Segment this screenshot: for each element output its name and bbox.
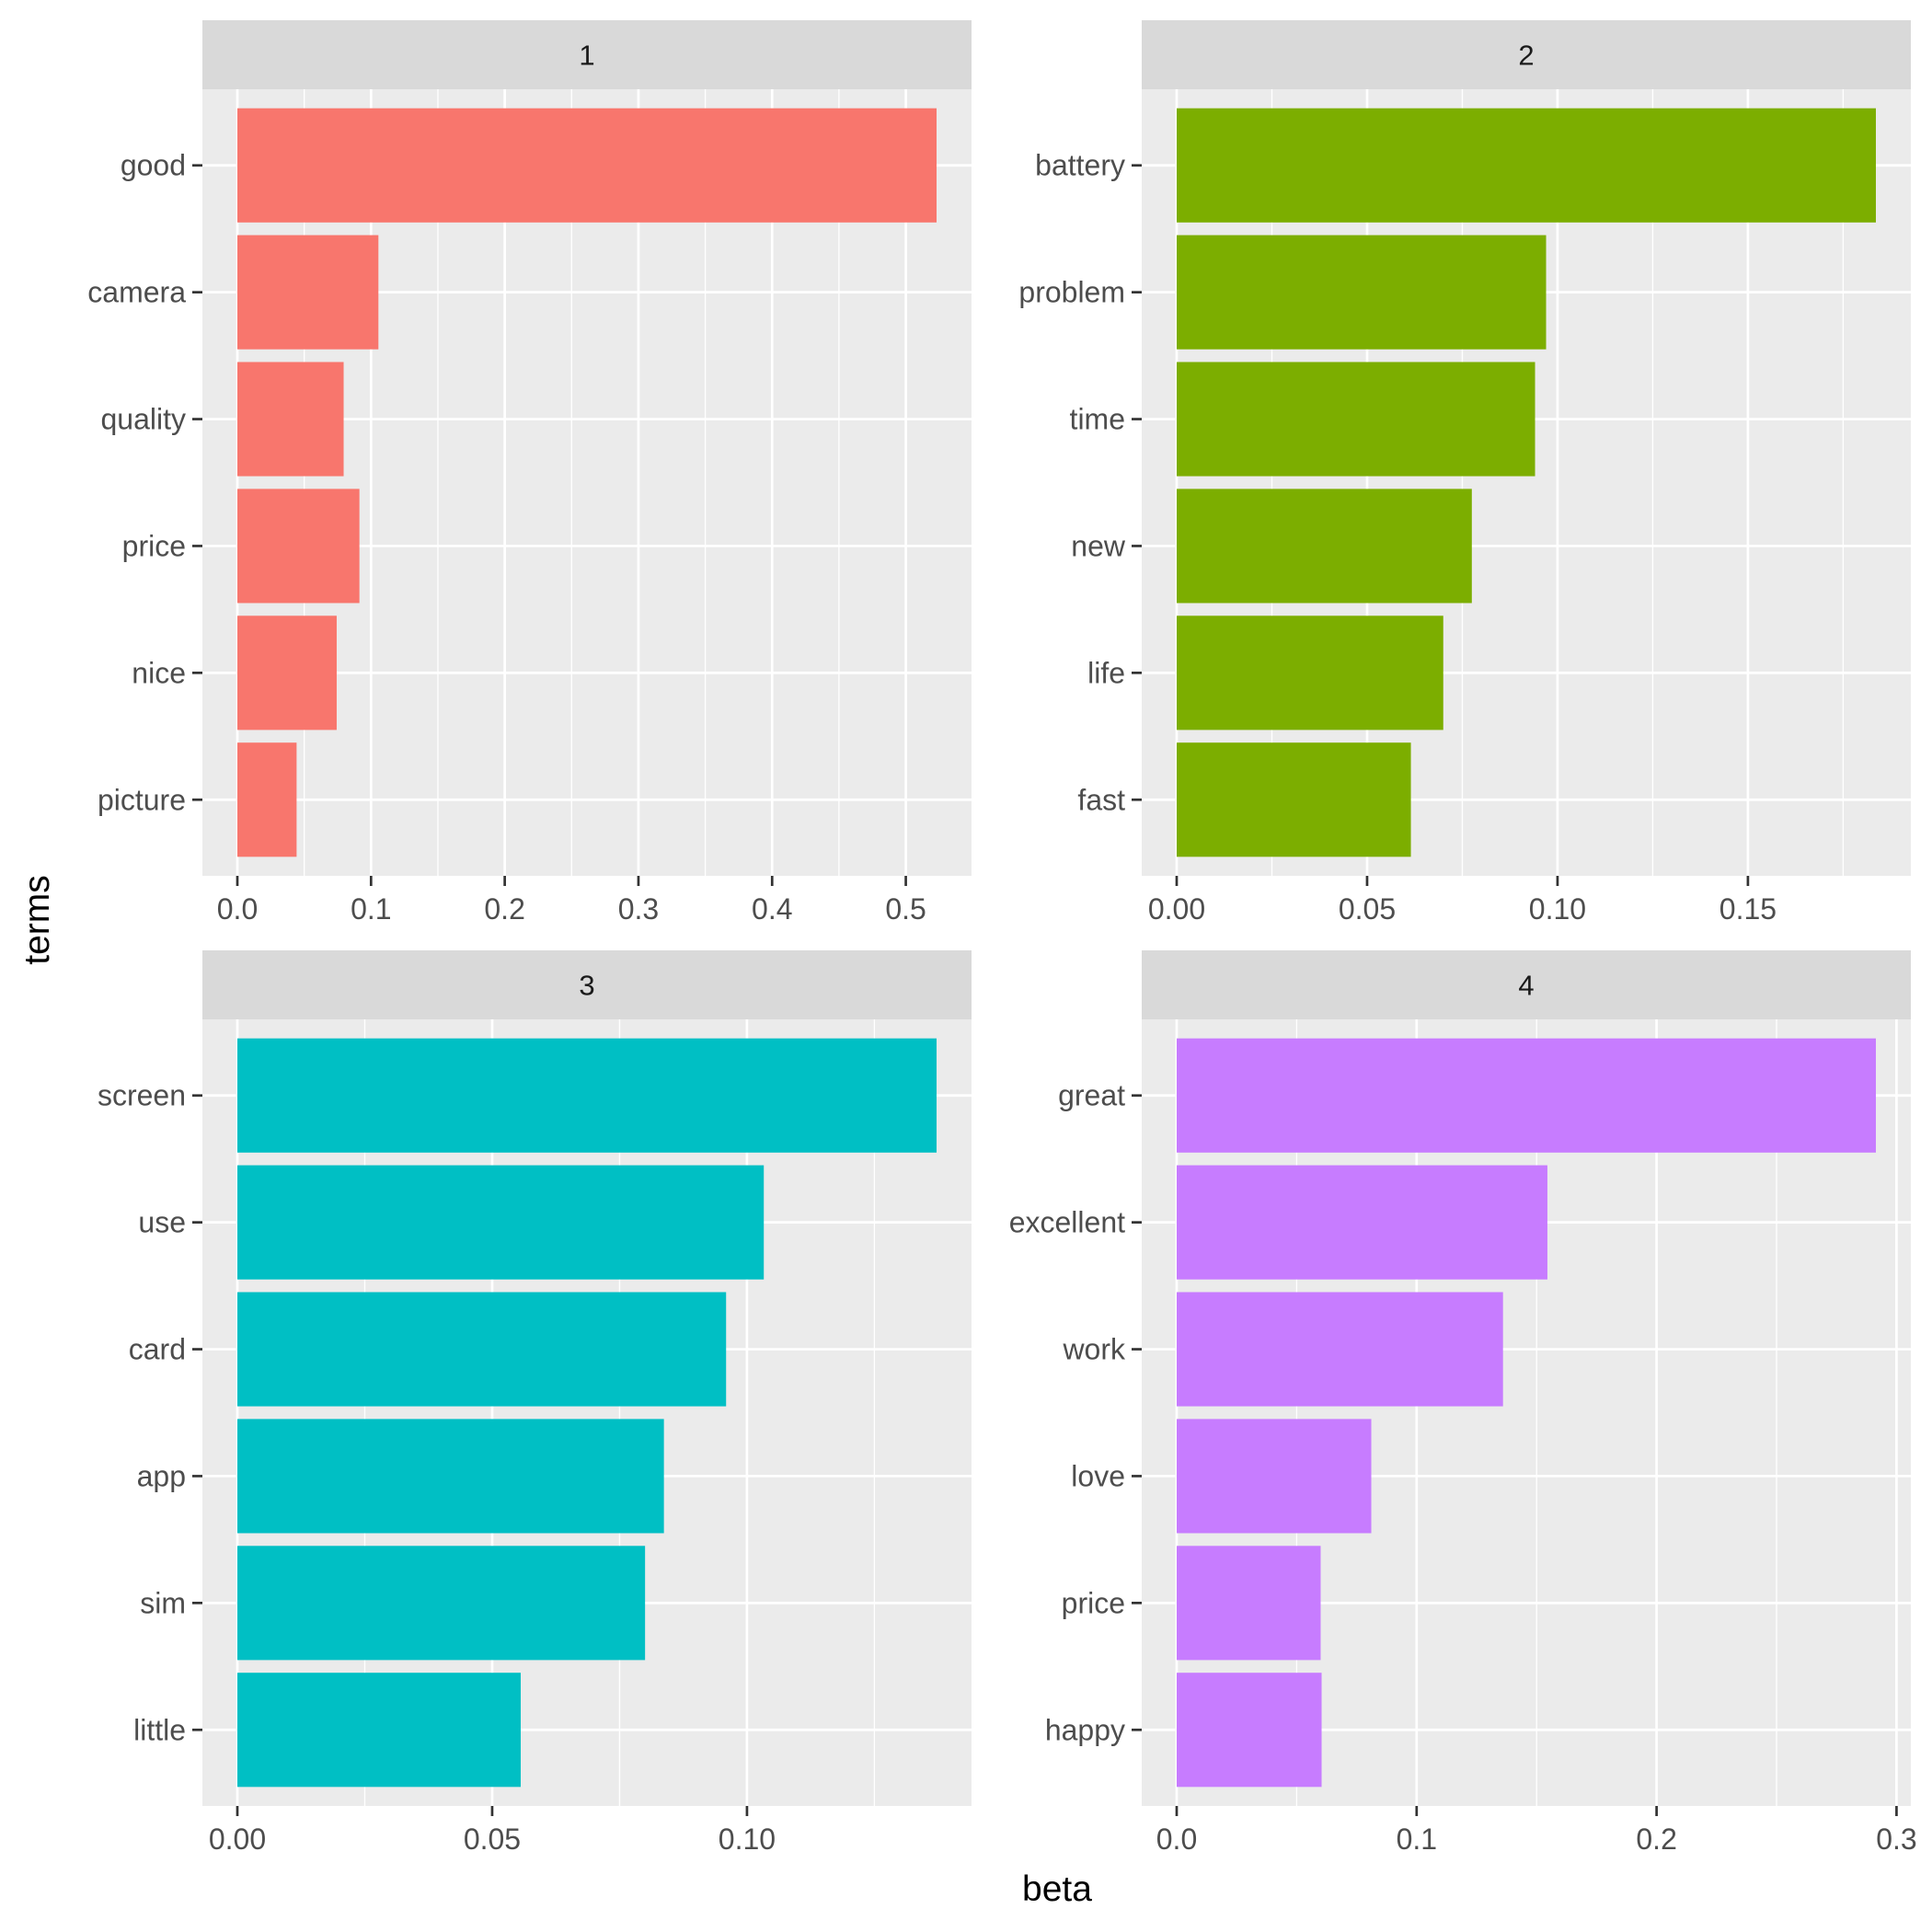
facet-strip-label: 2 (1518, 40, 1534, 72)
bar-sim (237, 1546, 646, 1661)
x-tick-label: 0.3 (1876, 1823, 1916, 1856)
y-tick-label: new (1071, 529, 1126, 562)
y-tick-label: quality (101, 403, 187, 436)
y-tick-label: great (1058, 1079, 1125, 1112)
bar-good (237, 108, 937, 223)
facet-strip (1142, 950, 1911, 1019)
x-tick-label: 0.00 (1148, 892, 1205, 926)
y-tick-label: price (1062, 1586, 1125, 1619)
x-tick-label: 0.3 (618, 892, 659, 926)
bar-card (237, 1292, 727, 1407)
bar-excellent (1177, 1165, 1547, 1280)
y-tick-label: camera (87, 276, 186, 309)
bar-screen (237, 1038, 937, 1153)
bar-quality (237, 362, 344, 477)
x-tick-label: 0.10 (1529, 892, 1586, 926)
bar-fast (1177, 742, 1411, 857)
y-tick-label: good (121, 149, 186, 182)
bar-life (1177, 615, 1443, 730)
y-tick-label: nice (132, 656, 186, 689)
bar-price (1177, 1546, 1321, 1661)
y-tick-label: time (1070, 403, 1125, 436)
facet-strip-label: 1 (579, 40, 594, 72)
panel-2: 2 battery problem time new life fast 0.00 0.05 0.… (1018, 20, 1911, 926)
x-tick-label: 0.05 (464, 1823, 521, 1856)
y-tick-label: use (138, 1206, 186, 1239)
panel-1: 1 good camera quality price nice picture 0.0 0.1… (87, 20, 972, 926)
x-axis-title: beta (1022, 1869, 1092, 1909)
bar-time (1177, 362, 1535, 477)
x-tick-label: 0.0 (217, 892, 258, 926)
x-tick-label: 0.1 (351, 892, 391, 926)
panel-3: 3 screen use card app sim little 0.00 0.05 0.10 (98, 950, 972, 1856)
y-tick-label: battery (1035, 149, 1125, 182)
facet-strip (1142, 20, 1911, 89)
facet-strip (202, 950, 972, 1019)
x-tick-label: 0.05 (1339, 892, 1396, 926)
y-tick-label: life (1087, 656, 1125, 689)
bar-price (237, 489, 360, 604)
bar-nice (237, 615, 337, 730)
x-tick-label: 0.1 (1397, 1823, 1437, 1856)
x-tick-label: 0.5 (885, 892, 926, 926)
bar-little (237, 1673, 521, 1788)
bar-use (237, 1165, 765, 1280)
x-tick-label: 0.15 (1719, 892, 1777, 926)
bar-love (1177, 1419, 1372, 1534)
bar-happy (1177, 1673, 1322, 1788)
y-tick-label: excellent (1009, 1206, 1125, 1239)
x-tick-label: 0.00 (209, 1823, 266, 1856)
bar-picture (237, 742, 297, 857)
y-tick-label: fast (1077, 783, 1125, 816)
facet-strip-label: 4 (1518, 970, 1534, 1002)
bar-camera (237, 235, 379, 350)
y-axis-title: terms (17, 875, 57, 965)
x-tick-label: 0.4 (752, 892, 792, 926)
bar-great (1177, 1038, 1876, 1153)
y-tick-label: work (1062, 1333, 1126, 1366)
y-tick-label: card (129, 1333, 186, 1366)
facet-strip-label: 3 (579, 970, 594, 1002)
y-tick-label: happy (1045, 1713, 1125, 1746)
panel-4: 4 great excellent work love price happy 0.0 0.1 0… (1009, 950, 1917, 1856)
x-tick-label: 0.0 (1156, 1823, 1197, 1856)
x-tick-label: 0.10 (719, 1823, 776, 1856)
y-tick-label: problem (1018, 276, 1125, 309)
x-tick-label: 0.2 (484, 892, 524, 926)
panels: 1 good camera quality price nice picture 0.0 0.1… (87, 20, 1917, 1856)
y-tick-label: screen (98, 1079, 186, 1112)
bar-problem (1177, 235, 1547, 350)
bar-battery (1177, 108, 1876, 223)
y-tick-label: picture (98, 783, 186, 816)
y-tick-label: little (133, 1713, 186, 1746)
y-tick-label: price (122, 529, 186, 562)
y-tick-label: love (1071, 1459, 1125, 1492)
y-tick-label: sim (140, 1586, 186, 1619)
bar-work (1177, 1292, 1503, 1407)
bar-new (1177, 489, 1472, 604)
y-tick-label: app (137, 1459, 186, 1492)
x-tick-label: 0.2 (1636, 1823, 1676, 1856)
bar-app (237, 1419, 664, 1534)
facet-strip (202, 20, 972, 89)
